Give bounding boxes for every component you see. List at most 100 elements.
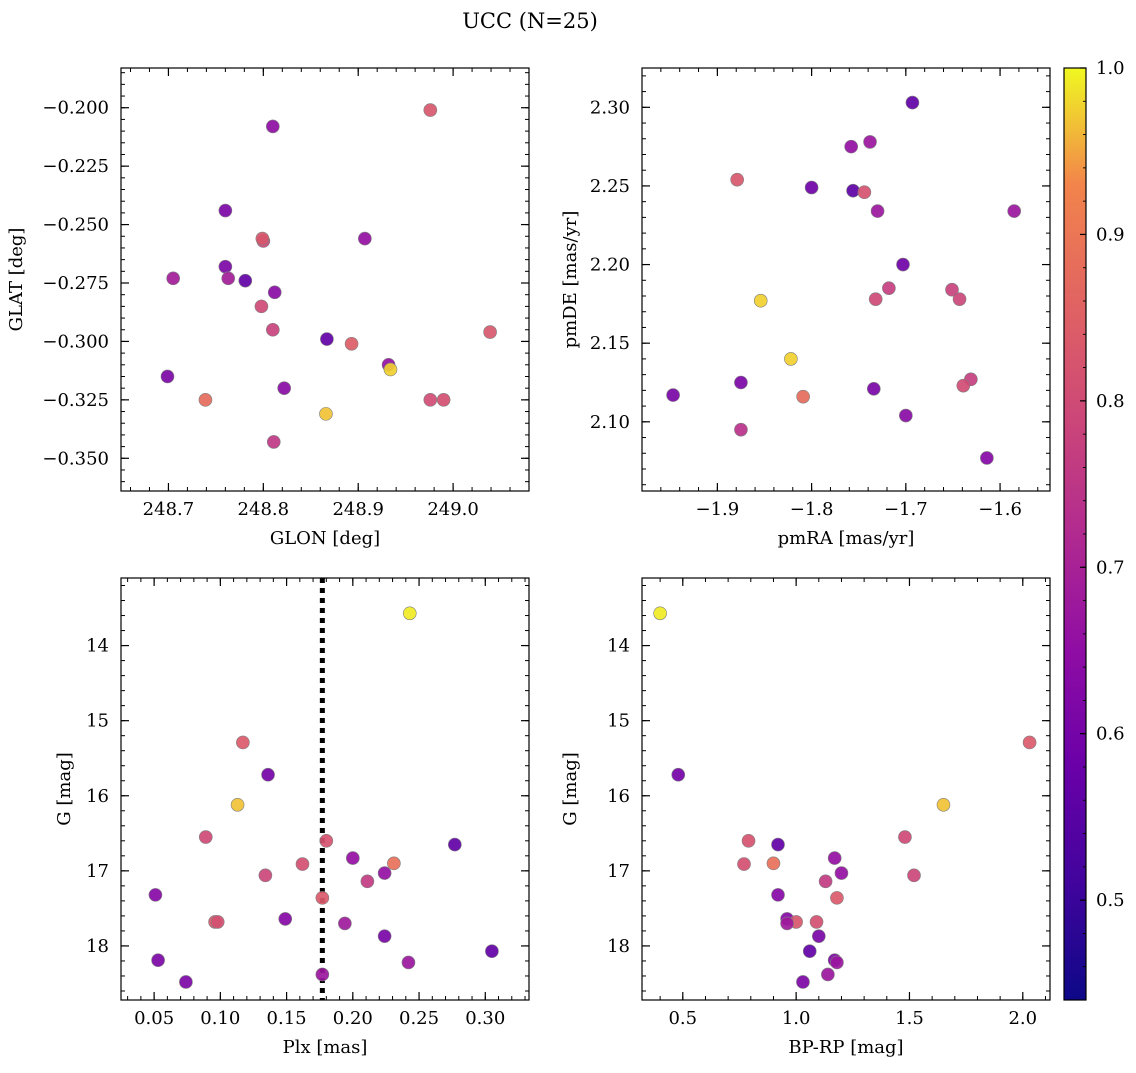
data-point xyxy=(844,139,858,154)
data-point xyxy=(198,393,213,407)
y-axis-label: G [mag] xyxy=(560,752,581,825)
x-tick-label: 0.10 xyxy=(200,1008,240,1029)
y-axis-label: GLAT [deg] xyxy=(6,228,27,332)
data-point xyxy=(780,916,794,931)
data-point xyxy=(741,834,756,848)
data-point xyxy=(907,868,921,883)
data-point xyxy=(401,955,416,970)
data-point xyxy=(423,103,438,117)
x-tick-label: 248.9 xyxy=(332,499,384,520)
data-point xyxy=(485,944,499,958)
data-point xyxy=(198,830,213,844)
x-tick-label: 249.0 xyxy=(427,499,479,520)
colorbar-tick-label: 0.9 xyxy=(1096,224,1125,245)
y-tick-label: 15 xyxy=(607,711,630,732)
data-point xyxy=(905,95,920,110)
y-tick-label: 2.10 xyxy=(590,412,630,433)
data-point xyxy=(448,837,462,852)
panel-bprp-g: 0.5 1.0 1.5 2.0 14 15 16 17 18 BP-RP [mag] G [mag] xyxy=(560,577,1051,1058)
data-point xyxy=(360,874,375,889)
data-point xyxy=(383,362,398,377)
x-tick-label: 0.5 xyxy=(668,1008,697,1029)
y-tick-label: 18 xyxy=(607,936,630,957)
data-point xyxy=(266,322,280,337)
data-point xyxy=(834,866,849,880)
data-point xyxy=(899,408,913,423)
data-point xyxy=(956,378,971,393)
data-point xyxy=(796,975,810,989)
colorbar: 0.5 0.6 0.7 0.8 0.9 1.0 xyxy=(1063,58,1125,1001)
data-point xyxy=(896,257,910,272)
y-tick-label: 2.30 xyxy=(590,97,630,118)
data-point xyxy=(261,767,275,782)
x-axis-label: GLON [deg] xyxy=(270,528,380,549)
data-point xyxy=(358,231,372,246)
data-point xyxy=(796,389,810,404)
data-point xyxy=(802,944,817,958)
data-point xyxy=(387,856,401,871)
data-point xyxy=(483,325,497,339)
y-tick-label: 14 xyxy=(86,636,109,657)
colorbar-tick-label: 0.6 xyxy=(1096,724,1125,745)
data-point xyxy=(821,967,835,982)
y-tick-label: 17 xyxy=(607,861,630,882)
data-point xyxy=(753,293,768,308)
colorbar-tick-label: 0.7 xyxy=(1096,557,1125,578)
data-point xyxy=(315,967,330,982)
data-point xyxy=(218,259,233,274)
data-point xyxy=(278,912,293,926)
data-point xyxy=(945,282,959,297)
data-point xyxy=(666,388,680,402)
data-point xyxy=(827,851,842,865)
x-axis-label: BP-RP [mag] xyxy=(788,1037,903,1058)
data-point xyxy=(338,916,352,931)
y-tick-label: −0.200 xyxy=(42,98,109,119)
data-point xyxy=(295,857,310,871)
data-point xyxy=(857,185,872,200)
figure-title: UCC (N=25) xyxy=(462,9,598,33)
data-point xyxy=(882,281,896,295)
data-point xyxy=(148,888,163,902)
data-point xyxy=(277,381,292,395)
x-tick-label: −1.9 xyxy=(696,499,740,520)
data-point xyxy=(804,180,819,195)
data-point xyxy=(734,422,748,437)
x-tick-label: 0.25 xyxy=(399,1008,439,1029)
data-point xyxy=(866,381,881,396)
y-tick-label: 16 xyxy=(607,786,630,807)
data-point xyxy=(254,299,269,314)
data-point xyxy=(737,857,751,871)
x-tick-label: 0.30 xyxy=(465,1008,505,1029)
x-axis-label: pmRA [mas/yr] xyxy=(778,528,915,549)
y-tick-label: 2.25 xyxy=(590,176,630,197)
data-point xyxy=(830,955,844,970)
data-point xyxy=(255,231,270,246)
x-tick-label: 248.7 xyxy=(143,499,195,520)
data-point xyxy=(818,874,833,889)
x-axis-label: Plx [mas] xyxy=(283,1037,368,1058)
y-tick-label: 15 xyxy=(86,711,109,732)
data-point xyxy=(811,929,826,943)
y-tick-label: 2.15 xyxy=(590,333,630,354)
data-point xyxy=(898,830,912,844)
data-point xyxy=(179,975,193,989)
x-tick-label: 2.0 xyxy=(1008,1008,1037,1029)
panels: 248.7 248.8 248.9 249.0 −0.200 −0.225 −0.250 −0… xyxy=(6,67,1051,1058)
panel-plx-g: 0.05 0.10 0.15 0.20 0.25 0.30 14 15 16 17 18 Plx [m… xyxy=(54,577,530,1058)
y-tick-label: 18 xyxy=(86,936,109,957)
x-tick-label: −1.7 xyxy=(884,499,928,520)
colorbar-gradient xyxy=(1063,67,1087,1001)
x-tick-label: 0.15 xyxy=(267,1008,307,1029)
panel-glon-glat: 248.7 248.8 248.9 249.0 −0.200 −0.225 −0.250 −0… xyxy=(6,67,530,549)
data-point xyxy=(377,929,392,943)
data-point xyxy=(868,292,883,306)
data-point xyxy=(377,866,392,880)
y-tick-label: −0.225 xyxy=(42,156,109,177)
data-point xyxy=(771,837,785,852)
data-point xyxy=(319,407,333,421)
axes-frame xyxy=(641,67,1051,492)
data-point xyxy=(766,856,781,871)
data-point xyxy=(221,271,236,286)
axes-frame xyxy=(120,577,530,1001)
